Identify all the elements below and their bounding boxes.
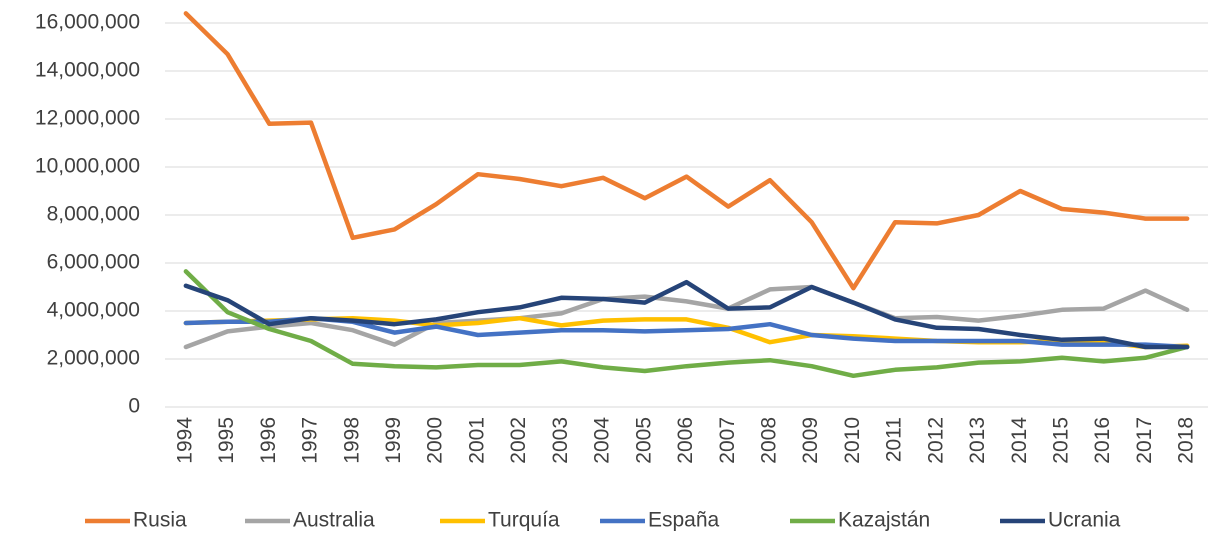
x-tick-label: 2014 [1008,417,1031,464]
x-tick-label: 2003 [549,417,572,464]
series-line [183,279,1190,350]
legend-label: Turquía [488,509,560,532]
x-tick-label: 2018 [1175,417,1198,464]
x-tick-label: 1997 [299,417,322,464]
y-tick-label: 0 [128,395,140,418]
x-tick-label: 2002 [507,417,530,464]
y-tick-label: 12,000,000 [35,107,140,130]
series-line [183,269,1190,379]
x-tick-label: 2006 [674,417,697,464]
x-tick-label: 2001 [465,417,488,464]
legend-label: Ucrania [1048,509,1121,532]
legend-label: Kazajstán [838,509,930,532]
x-tick-label: 2010 [841,417,864,464]
y-tick-label: 4,000,000 [47,299,140,322]
x-tick-label: 2009 [799,417,822,464]
x-tick-label: 2017 [1133,417,1156,464]
y-tick-label: 10,000,000 [35,155,140,178]
y-tick-label: 2,000,000 [47,347,140,370]
x-tick-label: 2005 [632,417,655,464]
x-tick-label: 2013 [966,417,989,464]
x-tick-label: 2000 [424,417,447,464]
x-tick-label: 2007 [716,417,739,464]
x-tick-label: 2004 [591,417,614,464]
x-tick-label: 1995 [215,417,238,464]
y-tick-label: 14,000,000 [35,59,140,82]
x-tick-label: 1994 [173,417,196,464]
x-tick-label: 1996 [257,417,280,464]
y-tick-label: 8,000,000 [47,203,140,226]
x-tick-label: 2008 [757,417,780,464]
x-tick-label: 2016 [1091,417,1114,464]
x-tick-label: 1999 [382,417,405,464]
y-tick-label: 16,000,000 [35,11,140,34]
legend-label: Rusia [133,509,187,532]
series-line [183,284,1190,350]
legend-label: Australia [293,509,375,532]
legend-label: España [648,509,720,532]
series-line [183,315,1190,350]
y-tick-label: 6,000,000 [47,251,140,274]
x-tick-label: 2015 [1050,417,1073,464]
series-line [183,11,1190,291]
x-tick-label: 1998 [340,417,363,464]
x-tick-label: 2012 [924,417,947,464]
x-tick-label: 2011 [883,417,906,462]
